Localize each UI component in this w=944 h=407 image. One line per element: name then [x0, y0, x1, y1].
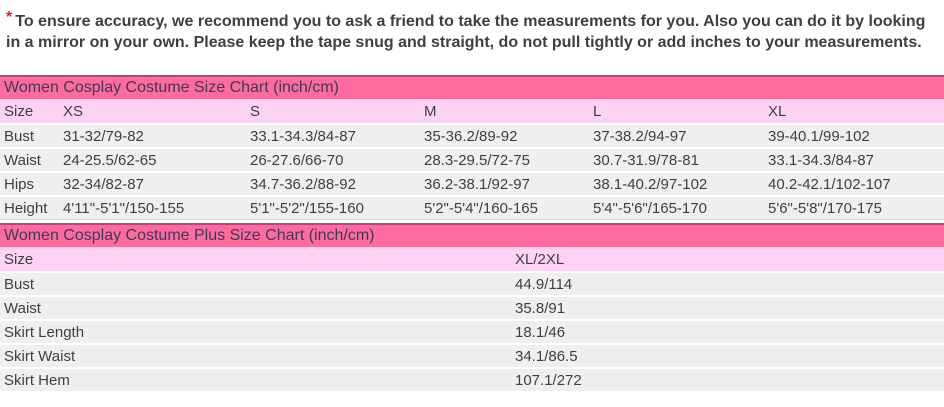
measurement-note-text: To ensure accuracy, we recommend you to … — [6, 13, 926, 51]
cell: 5'1"-5'2"/155-160 — [250, 195, 424, 220]
cell: 28.3-29.5/72-75 — [424, 147, 593, 172]
table-row-skirt-waist: Skirt Waist 34.1/86.5 — [0, 343, 944, 368]
row-label: Hips — [0, 171, 63, 196]
plus-size-chart-title: Women Cosplay Costume Plus Size Chart (i… — [0, 223, 944, 247]
table-row-height: Height 4'11"-5'1"/150-155 5'1"-5'2"/155-… — [0, 195, 944, 220]
row-label: Skirt Hem — [0, 367, 515, 391]
plus-size-chart-header-row: Size XL/2XL — [0, 247, 944, 272]
cell: 35-36.2/89-92 — [424, 123, 593, 148]
cell: 36.2-38.1/92-97 — [424, 171, 593, 196]
column-header-size: Size — [0, 99, 63, 124]
column-header-xl: XL — [768, 99, 944, 124]
table-row-skirt-length: Skirt Length 18.1/46 — [0, 319, 944, 344]
size-chart-table: Women Cosplay Costume Size Chart (inch/c… — [0, 75, 944, 220]
column-header-xl2xl: XL/2XL — [515, 247, 944, 272]
table-row-waist: Waist 35.8/91 — [0, 295, 944, 320]
cell: 31-32/79-82 — [63, 123, 250, 148]
cell: 32-34/82-87 — [63, 171, 250, 196]
cell: 34.7-36.2/88-92 — [250, 171, 424, 196]
row-label: Bust — [0, 123, 63, 148]
cell: 18.1/46 — [515, 319, 944, 344]
cell: 30.7-31.9/78-81 — [593, 147, 768, 172]
cell: 107.1/272 — [515, 367, 944, 391]
cell: 33.1-34.3/84-87 — [250, 123, 424, 148]
column-header-l: L — [593, 99, 768, 124]
table-row-bust: Bust 44.9/114 — [0, 271, 944, 296]
cell: 5'6"-5'8"/170-175 — [768, 195, 944, 220]
row-label: Skirt Waist — [0, 343, 515, 368]
table-row-waist: Waist 24-25.5/62-65 26-27.6/66-70 28.3-2… — [0, 147, 944, 172]
row-label: Waist — [0, 295, 515, 320]
cell: 35.8/91 — [515, 295, 944, 320]
measurement-note: * To ensure accuracy, we recommend you to… — [0, 0, 944, 53]
cell: 37-38.2/94-97 — [593, 123, 768, 148]
column-header-s: S — [250, 99, 424, 124]
column-header-xs: XS — [63, 99, 250, 124]
column-header-m: M — [424, 99, 593, 124]
cell: 26-27.6/66-70 — [250, 147, 424, 172]
plus-size-chart-title-row: Women Cosplay Costume Plus Size Chart (i… — [0, 223, 944, 247]
size-chart-title: Women Cosplay Costume Size Chart (inch/c… — [0, 75, 944, 99]
required-asterisk: * — [6, 9, 13, 26]
cell: 5'2"-5'4"/160-165 — [424, 195, 593, 220]
row-label: Waist — [0, 147, 63, 172]
table-row-hips: Hips 32-34/82-87 34.7-36.2/88-92 36.2-38… — [0, 171, 944, 196]
table-row-bust: Bust 31-32/79-82 33.1-34.3/84-87 35-36.2… — [0, 123, 944, 148]
cell: 39-40.1/99-102 — [768, 123, 944, 148]
row-label: Skirt Length — [0, 319, 515, 344]
table-row-skirt-hem: Skirt Hem 107.1/272 — [0, 367, 944, 391]
size-chart-title-row: Women Cosplay Costume Size Chart (inch/c… — [0, 75, 944, 99]
cell: 44.9/114 — [515, 271, 944, 296]
cell: 4'11"-5'1"/150-155 — [63, 195, 250, 220]
cell: 34.1/86.5 — [515, 343, 944, 368]
cell: 38.1-40.2/97-102 — [593, 171, 768, 196]
cell: 5'4"-5'6"/165-170 — [593, 195, 768, 220]
cell: 33.1-34.3/84-87 — [768, 147, 944, 172]
cell: 24-25.5/62-65 — [63, 147, 250, 172]
row-label: Bust — [0, 271, 515, 296]
column-header-size: Size — [0, 247, 515, 272]
size-chart-header-row: Size XS S M L XL — [0, 99, 944, 124]
row-label: Height — [0, 195, 63, 220]
plus-size-chart-table: Women Cosplay Costume Plus Size Chart (i… — [0, 223, 944, 391]
cell: 40.2-42.1/102-107 — [768, 171, 944, 196]
